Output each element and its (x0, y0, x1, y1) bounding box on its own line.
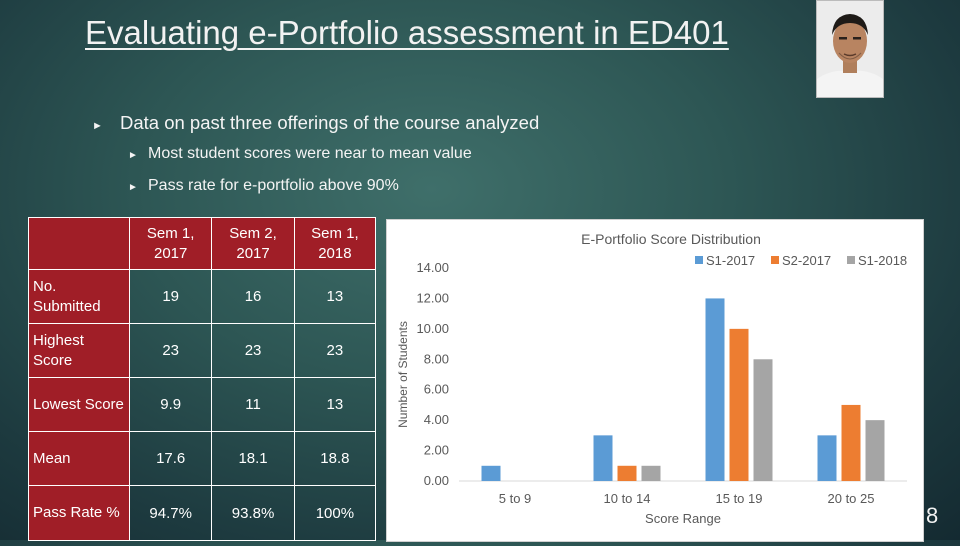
y-tick-label: 0.00 (424, 473, 449, 488)
table-cell: 94.7% (128, 485, 213, 541)
y-axis-label: Number of Students (396, 321, 410, 428)
table-cell: 9.9 (128, 377, 213, 432)
bar (641, 465, 661, 481)
x-tick-label: 5 to 9 (499, 491, 532, 506)
y-tick-label: 14.00 (416, 260, 449, 275)
bar (865, 420, 885, 481)
table-cell: 18.1 (211, 431, 295, 486)
score-distribution-chart: E-Portfolio Score Distribution S1-2017 S2-… (396, 231, 907, 526)
table-row: Lowest Score 9.9 11 13 (28, 377, 377, 432)
results-table: Sem 1, 2017 Sem 2, 2017 Sem 1, 2018 No. … (28, 217, 377, 541)
bar (753, 359, 773, 481)
table-cell: 17.6 (128, 431, 213, 486)
table-cell: 13 (293, 377, 377, 432)
y-tick-label: 12.00 (416, 290, 449, 305)
table-cell: 23 (128, 323, 213, 378)
table-cell: 18.8 (293, 431, 377, 486)
legend-swatch (771, 256, 779, 264)
chart-container: E-Portfolio Score Distribution S1-2017 S2-… (386, 219, 924, 542)
column-header: Sem 1, 2017 (128, 217, 213, 270)
table-row: Mean 17.6 18.1 18.8 (28, 431, 377, 486)
bullet-1-text: Data on past three offerings of the cour… (120, 112, 540, 133)
bar (593, 435, 613, 481)
bar (729, 328, 749, 481)
table-cell: 23 (211, 323, 295, 378)
bullet-2-text: Most student scores were near to mean va… (148, 145, 472, 162)
legend-label: S2-2017 (782, 253, 831, 268)
chart-title: E-Portfolio Score Distribution (581, 231, 761, 247)
row-label: Highest Score (28, 323, 130, 378)
bullet-2: ► Most student scores were near to mean v… (128, 145, 472, 163)
arrow-bullet-icon: ► (128, 150, 138, 161)
legend-label: S1-2018 (858, 253, 907, 268)
y-tick-label: 10.00 (416, 321, 449, 336)
table-corner-cell (28, 217, 130, 270)
table-cell: 19 (128, 269, 213, 324)
table-row: Highest Score 23 23 23 (28, 323, 377, 378)
column-header: Sem 1, 2018 (293, 217, 377, 270)
bullet-1: ► Data on past three offerings of the cou… (92, 112, 539, 134)
x-axis-label: Score Range (645, 511, 721, 526)
y-tick-label: 4.00 (424, 412, 449, 427)
slide-number: 8 (926, 503, 939, 528)
bullet-3: ► Pass rate for e-portfolio above 90% (128, 177, 399, 195)
bar (617, 465, 637, 481)
table-row: Pass Rate % 94.7% 93.8% 100% (28, 485, 377, 541)
table-cell: 100% (293, 485, 377, 541)
bar (705, 298, 725, 481)
presenter-photo (816, 0, 884, 98)
legend-swatch (847, 256, 855, 264)
legend-swatch (695, 256, 703, 264)
x-tick-label: 10 to 14 (604, 491, 651, 506)
table-cell: 93.8% (211, 485, 295, 541)
y-tick-label: 2.00 (424, 443, 449, 458)
arrow-bullet-icon: ► (92, 120, 103, 132)
row-label: Lowest Score (28, 377, 130, 432)
row-label: Mean (28, 431, 130, 486)
table-header-row: Sem 1, 2017 Sem 2, 2017 Sem 1, 2018 (28, 217, 377, 270)
bullet-3-text: Pass rate for e-portfolio above 90% (148, 177, 399, 194)
table-row: No. Submitted 19 16 13 (28, 269, 377, 324)
y-tick-label: 8.00 (424, 351, 449, 366)
slide-title: Evaluating e-Portfolio assessment in ED4… (85, 14, 729, 51)
x-tick-label: 20 to 25 (828, 491, 875, 506)
bar (841, 404, 861, 481)
bar (817, 435, 837, 481)
y-tick-label: 6.00 (424, 382, 449, 397)
table-cell: 16 (211, 269, 295, 324)
table-cell: 11 (211, 377, 295, 432)
legend-label: S1-2017 (706, 253, 755, 268)
row-label: Pass Rate % (28, 485, 130, 541)
bar (481, 465, 501, 481)
table-cell: 13 (293, 269, 377, 324)
column-header: Sem 2, 2017 (211, 217, 295, 270)
row-label: No. Submitted (28, 269, 130, 324)
arrow-bullet-icon: ► (128, 182, 138, 193)
table-cell: 23 (293, 323, 377, 378)
x-tick-label: 15 to 19 (716, 491, 763, 506)
